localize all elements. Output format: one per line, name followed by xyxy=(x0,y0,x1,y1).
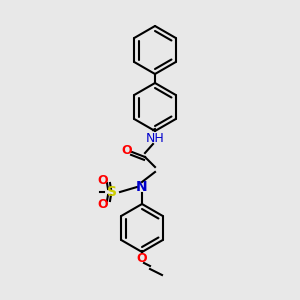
Text: O: O xyxy=(122,145,132,158)
Text: NH: NH xyxy=(146,131,164,145)
Text: O: O xyxy=(98,197,108,211)
Text: O: O xyxy=(98,173,108,187)
Text: S: S xyxy=(107,185,117,199)
Text: N: N xyxy=(136,180,148,194)
Text: O: O xyxy=(137,251,147,265)
